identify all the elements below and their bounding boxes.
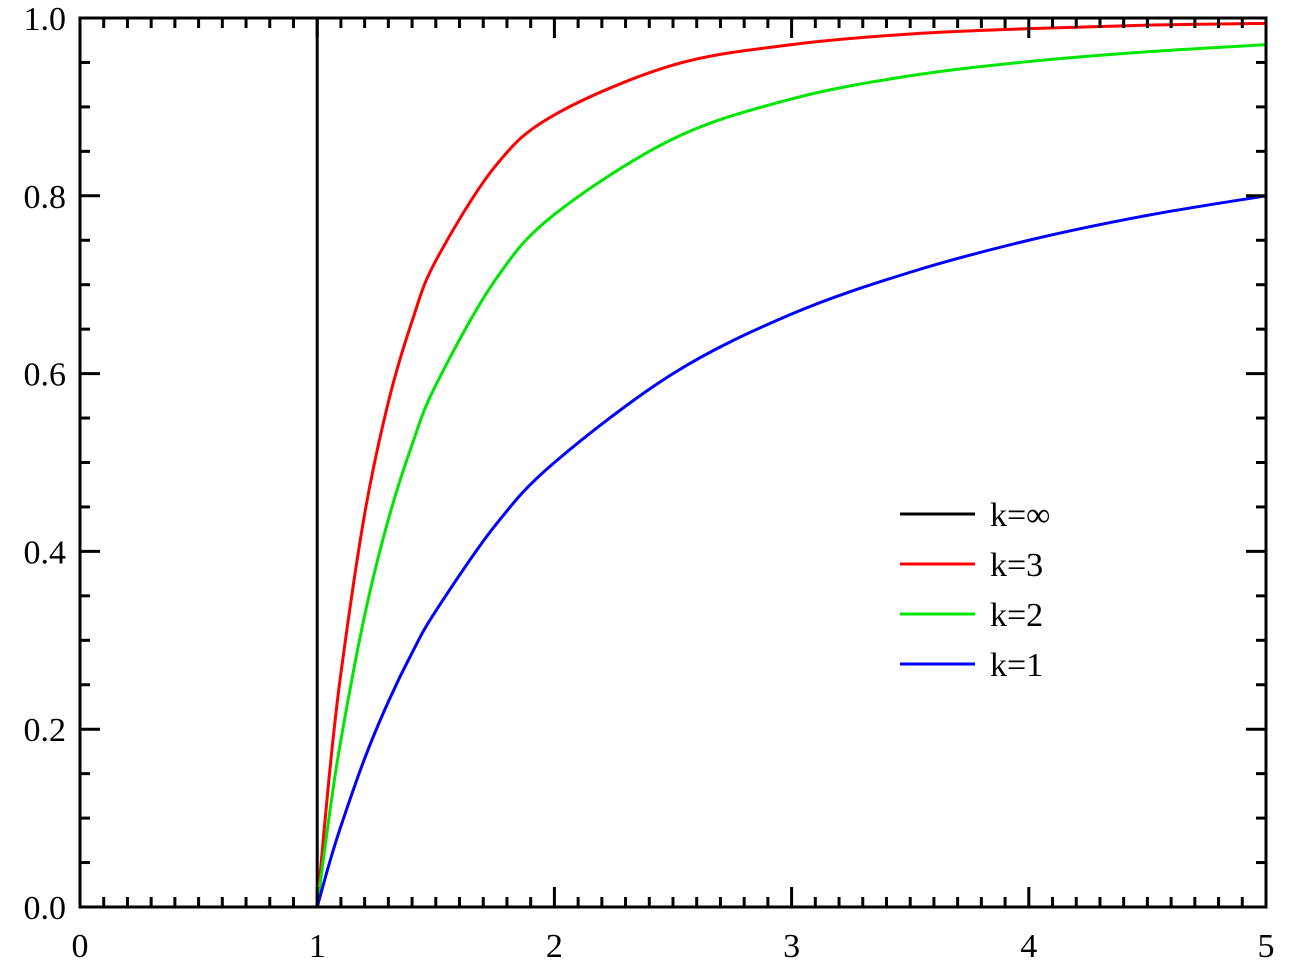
x-tick-label: 1: [309, 928, 326, 965]
legend-label: k=∞: [990, 497, 1050, 534]
x-tick-label: 0: [72, 928, 89, 965]
y-tick-label: 1.0: [24, 1, 67, 38]
legend: k=∞ k=3 k=2 k=1: [900, 497, 1050, 684]
y-tick-label: 0.4: [24, 534, 67, 571]
series-line-k=1: [315, 194, 1267, 908]
series-layer: [315, 18, 1267, 908]
x-tick-label: 3: [783, 928, 800, 965]
legend-label: k=1: [990, 647, 1043, 684]
axes-layer: 0 1 2 3 4 5 0.0 0.2 0.4 0.6 0.8 1.0: [24, 1, 1275, 965]
x-tick-label: 5: [1258, 928, 1275, 965]
legend-label: k=3: [990, 547, 1043, 584]
y-tick-label: 0.6: [24, 357, 67, 394]
plot-frame: [78, 16, 1268, 909]
legend-label: k=2: [990, 597, 1043, 634]
y-tick-label: 0.2: [24, 712, 67, 749]
series-line-k=2: [315, 43, 1267, 908]
series-line-k=3: [315, 21, 1267, 908]
x-tick-label: 2: [546, 928, 563, 965]
x-tick-label: 4: [1020, 928, 1037, 965]
y-tick-label: 0.8: [24, 179, 67, 216]
y-tick-label: 0.0: [24, 890, 67, 927]
